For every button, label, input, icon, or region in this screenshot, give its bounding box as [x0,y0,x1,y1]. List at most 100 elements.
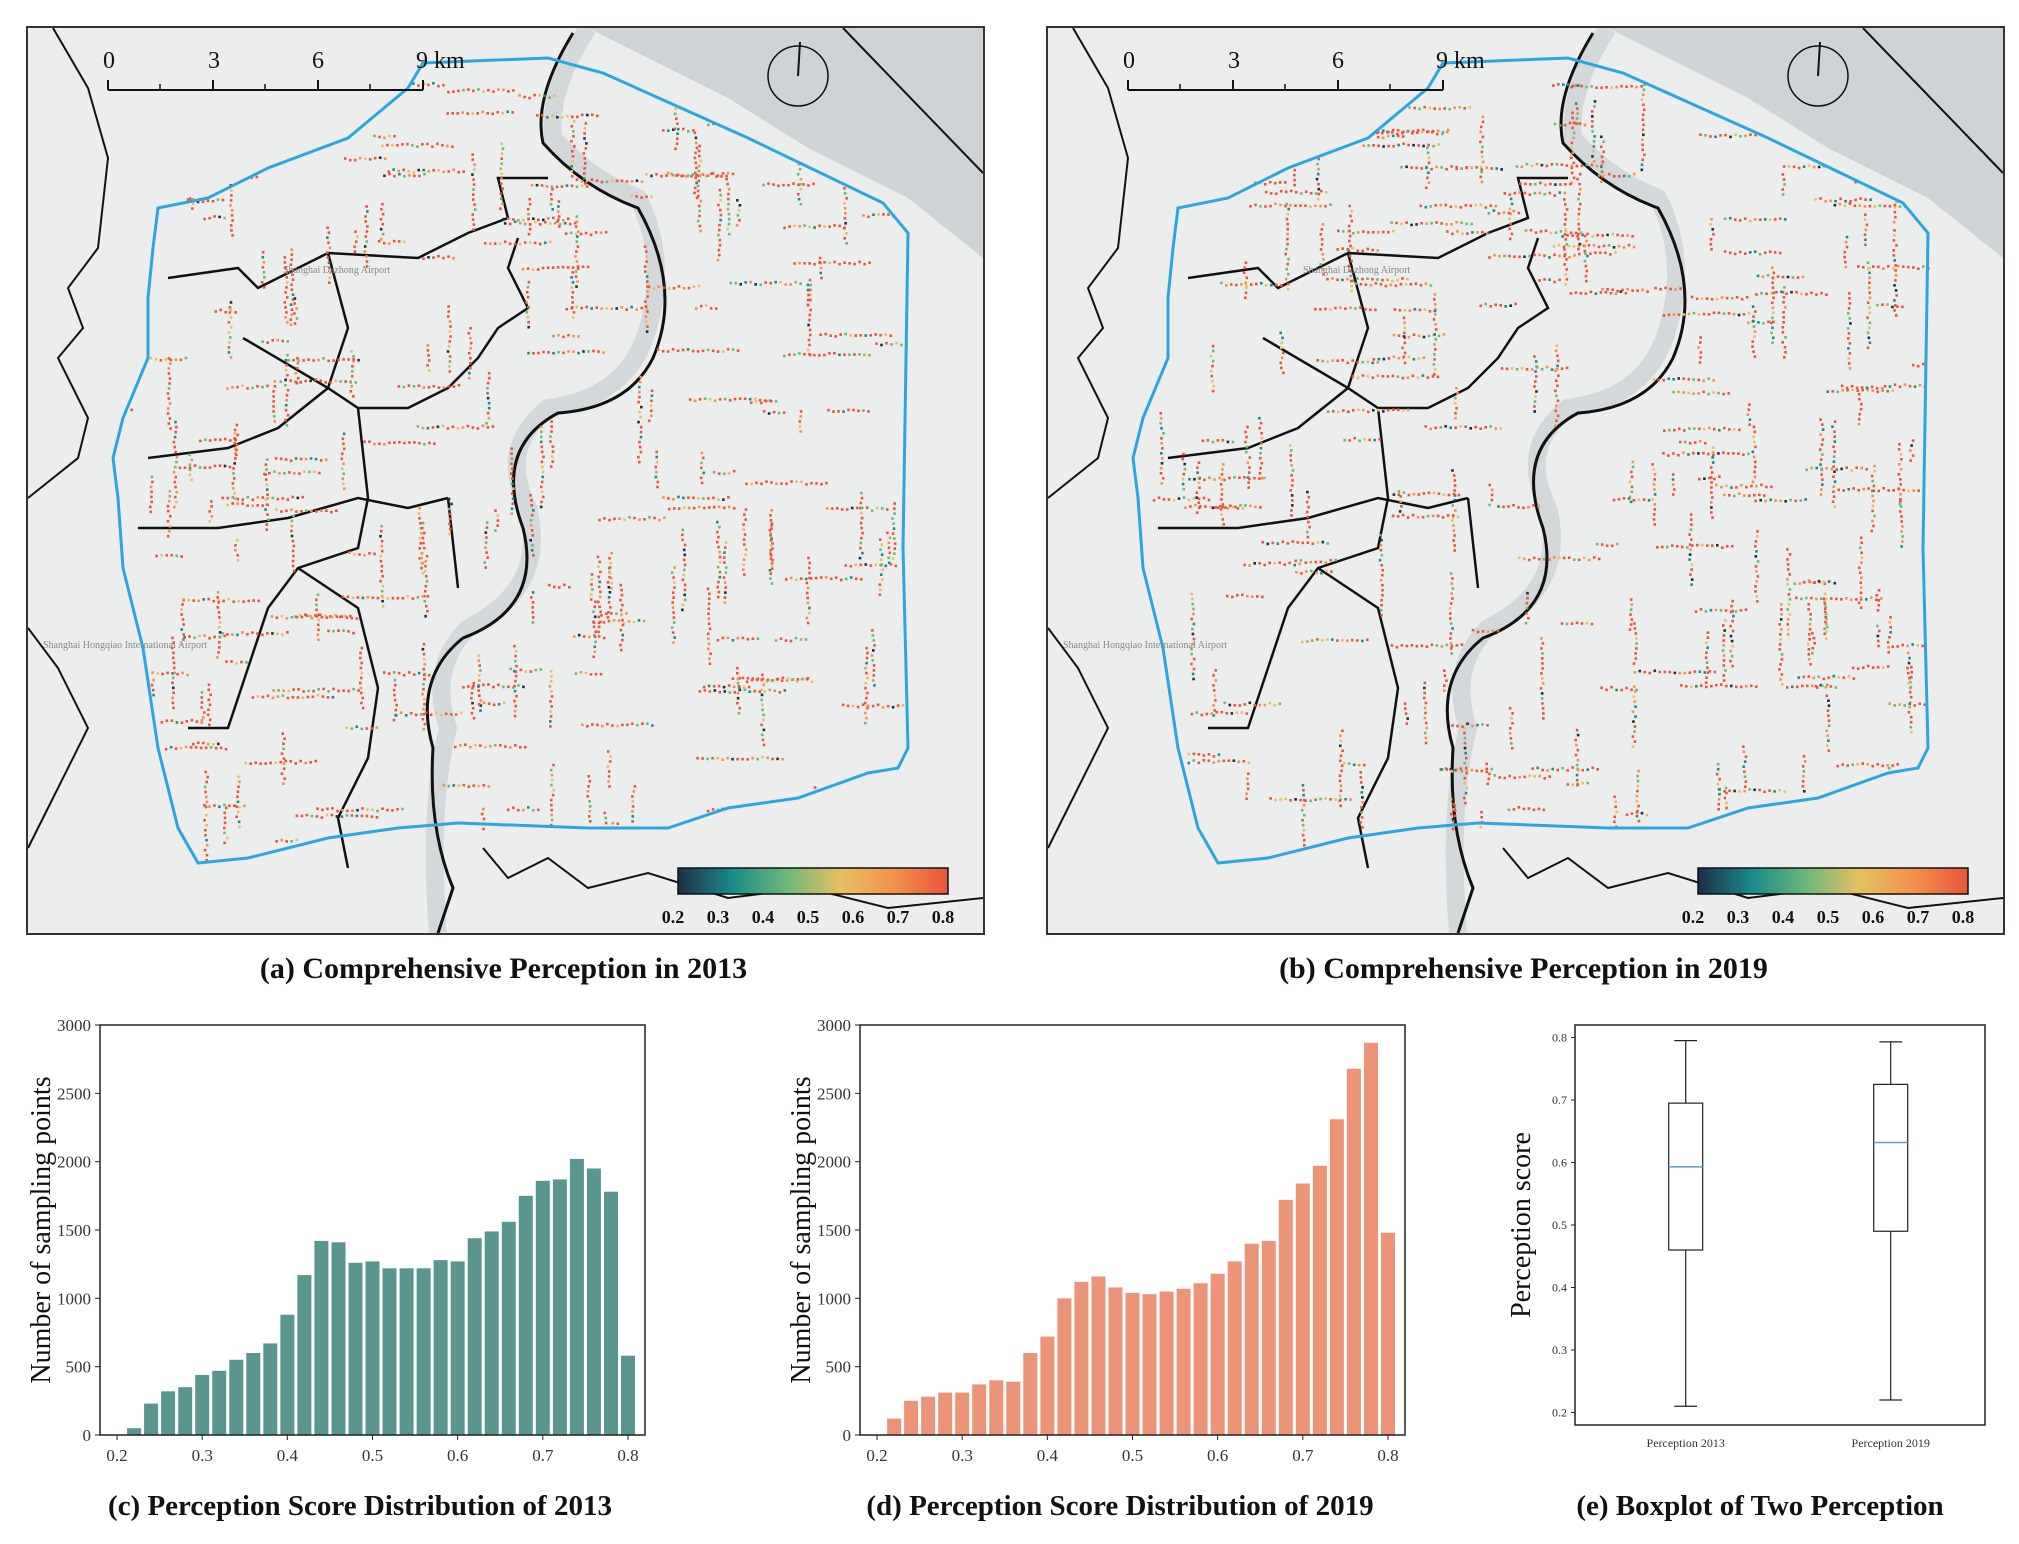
street-point [1728,494,1731,497]
street-point [1671,493,1675,496]
street-point [1902,265,1905,268]
street-point [1578,207,1581,211]
street-point [718,525,721,529]
street-point [331,807,334,810]
street-point [1833,505,1837,508]
street-point [216,656,219,659]
street-point [1436,514,1440,518]
street-point [316,633,320,637]
street-point [718,223,721,227]
street-point [1488,256,1491,259]
street-point [264,478,268,481]
street-point [219,746,223,750]
street-point [1511,712,1514,715]
street-point [1641,93,1645,97]
street-point [894,564,898,568]
street-point [205,853,209,857]
street-point [1771,336,1775,340]
street-point [284,291,287,294]
street-point [454,745,457,749]
street-point [1494,204,1498,208]
street-point [582,152,586,155]
street-point [401,143,404,146]
street-point [542,350,545,354]
street-point [1585,279,1588,283]
street-point [1704,656,1708,659]
street-point [769,281,772,285]
street-point [528,202,532,206]
street-point [1733,428,1736,431]
street-point [571,271,575,274]
street-point [345,814,349,817]
street-point [1747,452,1750,456]
street-point [1816,686,1819,689]
street-point [1722,664,1726,667]
street-point [360,671,364,675]
street-point [510,512,514,515]
street-point [1753,475,1757,479]
street-point [1866,331,1870,335]
street-point [510,457,514,460]
street-point [1391,134,1395,138]
street-point [789,639,793,643]
street-point [875,506,879,510]
street-point [1868,341,1872,345]
street-point [1911,439,1915,442]
street-point [321,695,325,698]
street-point [698,174,702,178]
street-point [1274,798,1277,802]
street-point [171,656,175,660]
street-point [1709,238,1713,241]
street-point [261,504,264,507]
street-point [865,656,869,660]
street-point [552,351,555,355]
street-point [1823,592,1827,596]
street-point [537,218,540,222]
street-point [1802,755,1806,758]
street-point [1302,788,1305,792]
street-point [1738,790,1741,793]
street-point [856,705,860,709]
street-point [1834,686,1838,689]
street-point [1868,204,1872,208]
street-point [1848,352,1852,355]
street-point [1787,593,1791,596]
street-point [457,784,461,787]
street-point [1752,435,1755,439]
street-point [447,305,450,308]
street-point [708,690,712,693]
street-point [528,241,532,244]
street-point [501,187,504,190]
street-point [1420,221,1423,225]
street-point [1786,618,1790,621]
street-point [229,199,233,202]
street-point [1381,568,1384,572]
street-point [477,88,480,91]
street-point [211,199,215,203]
street-point [218,616,221,619]
street-point [492,90,495,93]
street-point [1287,257,1290,261]
street-point [1560,622,1564,625]
street-point [1697,452,1700,455]
street-point [736,636,740,640]
street-point [180,628,183,631]
street-point [570,125,574,128]
street-point [1266,542,1270,546]
street-point [807,323,810,327]
street-point [1160,482,1164,485]
street-point [1788,588,1792,591]
street-point [1723,426,1726,430]
street-point [1873,464,1876,468]
street-point [1875,594,1879,597]
street-point [1859,407,1863,411]
street-point [549,680,553,683]
street-point [1910,444,1913,447]
street-point [1575,621,1579,625]
street-point [1613,795,1616,799]
street-point [1524,182,1527,186]
street-point [699,159,703,163]
street-point [407,384,411,387]
street-point [794,578,798,581]
street-point [1290,464,1293,467]
